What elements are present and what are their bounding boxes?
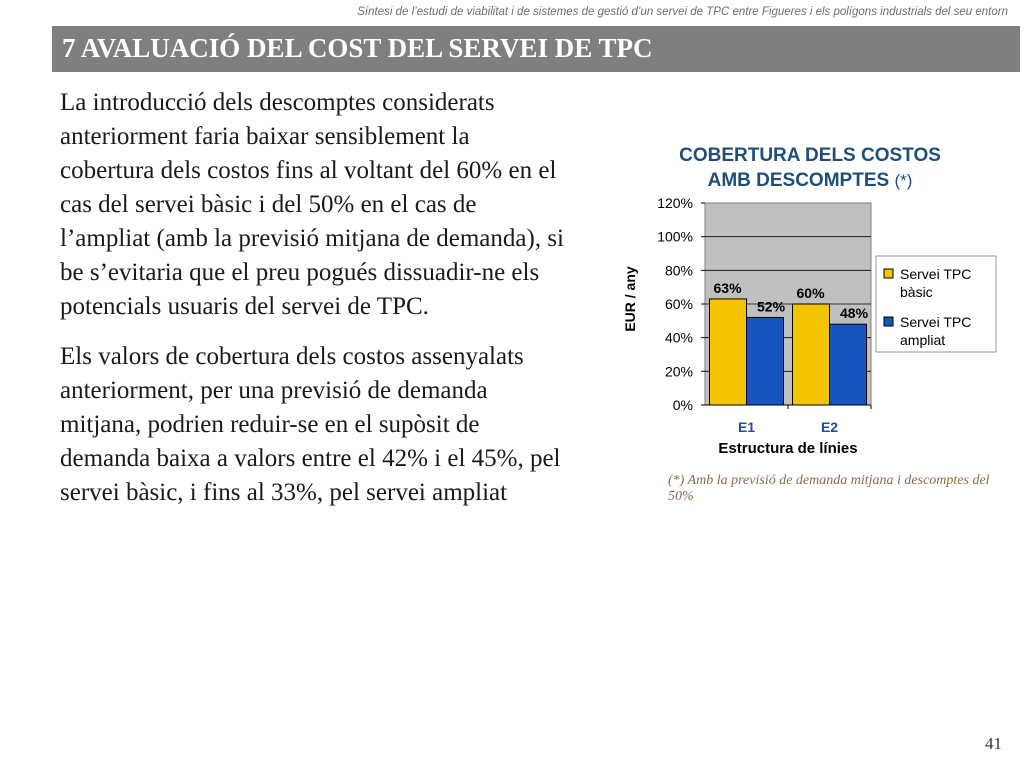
chart-title: COBERTURA DELS COSTOS AMB DESCOMPTES (*) (610, 143, 1010, 193)
y-tick-label: 120% (657, 195, 693, 211)
data-label: 60% (797, 285, 826, 301)
slide-title: 7 AVALUACIÓ DEL COST DEL SERVEI DE TPC (62, 33, 653, 63)
y-tick-label: 100% (657, 229, 693, 245)
chart-title-line-2: AMB DESCOMPTES (*) (610, 168, 1010, 193)
x-axis-title: Estructura de línies (718, 440, 857, 457)
bar-E2-2 (829, 323, 867, 406)
chart-footnote: (*) Amb la previsió de demanda mitjana i… (668, 473, 990, 504)
y-tick-label: 0% (673, 397, 693, 413)
legend-box (875, 255, 997, 353)
bar-E1-1 (709, 298, 747, 406)
data-label: 48% (840, 305, 869, 321)
chart-subtitle: AMB DESCOMPTES (707, 170, 890, 191)
y-axis-title: EUR / any (622, 266, 638, 332)
legend-swatch-2 (883, 316, 894, 327)
legend-swatch-1 (883, 268, 894, 279)
bar-E1-2 (746, 316, 784, 406)
y-tick-label: 40% (665, 330, 693, 346)
y-tick-label: 80% (665, 262, 693, 278)
page-number: 41 (985, 734, 1002, 753)
y-tick-label: 20% (665, 363, 693, 379)
chart-title-line-1: COBERTURA DELS COSTOS (679, 145, 941, 166)
title-bar: 7 AVALUACIÓ DEL COST DEL SERVEI DE TPC (52, 26, 1020, 72)
body-text: La introducció dels descomptes considera… (60, 86, 570, 526)
x-tick-label: E1 (738, 419, 755, 435)
legend-label-2: Servei TPC ampliat (900, 314, 971, 348)
y-tick-label: 60% (665, 296, 693, 312)
header-note: Síntesi de l’estudi de viabilitat i de s… (357, 6, 1008, 18)
bar-E2-1 (792, 303, 830, 406)
bar-chart: 0% 20% 40% 60% 80% 100% 120% 63% 52% E1 60% 48% E2 Es… (622, 195, 997, 457)
data-label: 52% (757, 298, 786, 314)
chart-title-note: (*) (894, 171, 913, 190)
x-tick-label: E2 (821, 419, 838, 435)
data-label: 63% (714, 280, 743, 296)
paragraph-2: Els valors de cobertura dels costos asse… (60, 343, 561, 506)
legend-label-1: Servei TPC bàsic (900, 266, 971, 300)
paragraph-1: La introducció dels descomptes considera… (60, 89, 565, 320)
